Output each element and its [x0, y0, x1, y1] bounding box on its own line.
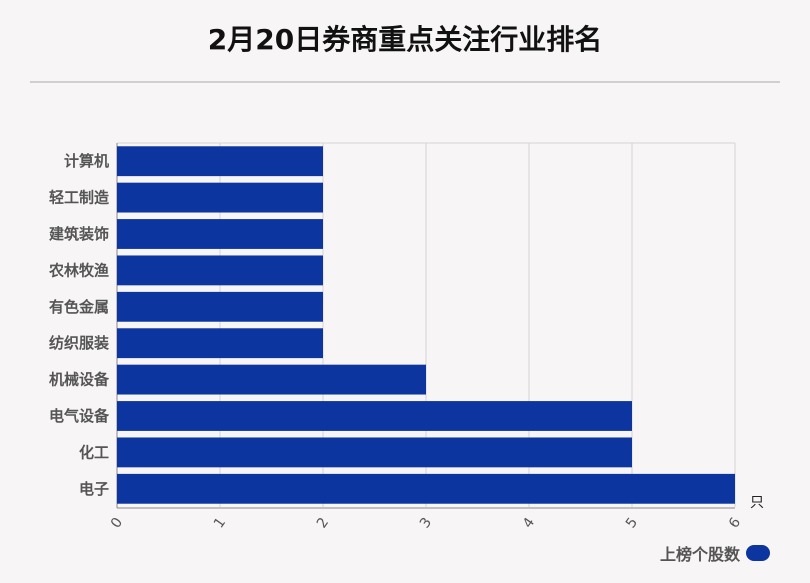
- bar: [117, 219, 323, 249]
- category-label: 农林牧渔: [48, 261, 109, 279]
- bar: [117, 146, 323, 177]
- x-tick-label: 6: [726, 515, 744, 532]
- x-tick-label: 4: [520, 515, 538, 532]
- legend-label: 上榜个股数: [659, 545, 740, 564]
- category-label: 机械设备: [49, 371, 110, 389]
- bar: [117, 364, 426, 395]
- category-label: 计算机: [64, 152, 109, 170]
- category-label: 轻工制造: [49, 189, 109, 207]
- x-tick-label: 5: [623, 515, 641, 531]
- x-tick-label: 1: [211, 515, 229, 531]
- bar: [117, 255, 323, 286]
- bar: [117, 328, 323, 359]
- x-tick-label: 2: [314, 515, 332, 531]
- category-label: 纺织服装: [49, 334, 110, 352]
- title-divider: [30, 81, 780, 83]
- bars: [117, 146, 735, 504]
- x-unit-label: 只: [750, 495, 764, 511]
- legend: 上榜个股数: [660, 541, 770, 565]
- chart-title: 2月20日券商重点关注行业排名: [207, 23, 603, 56]
- legend-swatch: [746, 545, 770, 561]
- x-tick-label: 3: [417, 515, 435, 531]
- bar: [117, 291, 323, 322]
- bar: [117, 437, 632, 468]
- category-label: 电子: [79, 480, 109, 498]
- category-label: 化工: [79, 443, 109, 461]
- x-tick-label: 0: [108, 515, 126, 531]
- category-label: 有色金属: [49, 298, 109, 316]
- category-label: 电气设备: [49, 407, 110, 425]
- x-tick-labels: 0 1 2 3 4 5 6: [108, 515, 744, 532]
- bar: [117, 401, 632, 431]
- bar: [117, 473, 735, 504]
- bar: [117, 182, 323, 213]
- category-label: 建筑装饰: [49, 225, 109, 243]
